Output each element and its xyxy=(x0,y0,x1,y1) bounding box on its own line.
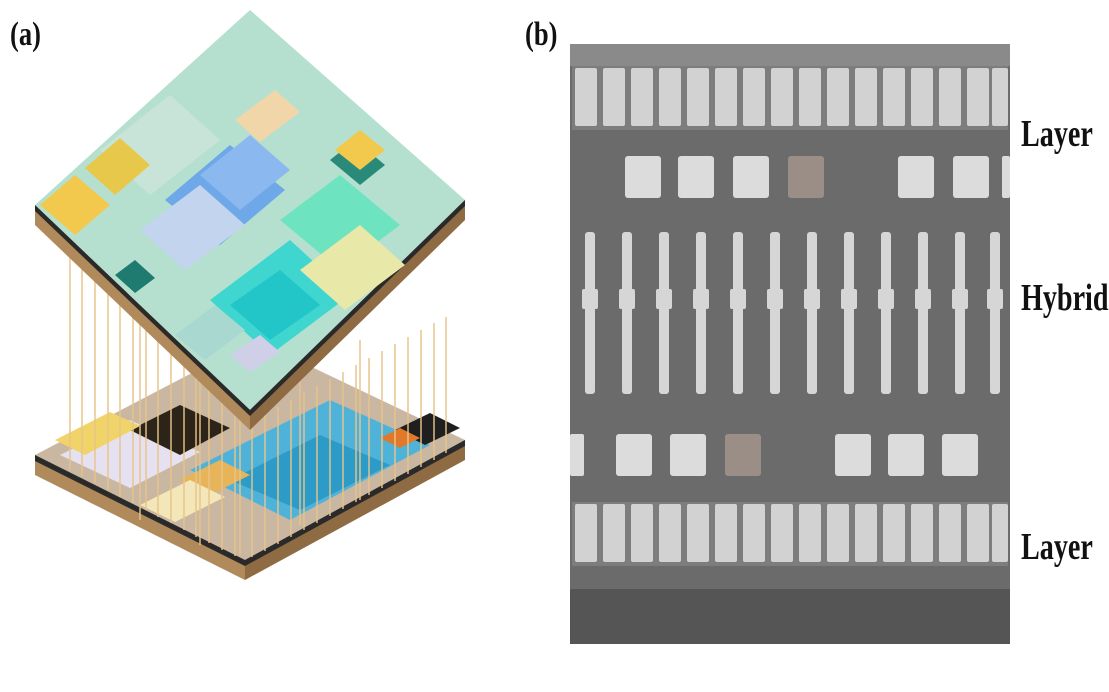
top-pads xyxy=(625,156,1010,198)
bottom-layer-structures xyxy=(572,502,1008,566)
stacked-chip-illustration xyxy=(35,10,465,580)
bottom-die xyxy=(35,340,465,580)
hybrid-bond-micrograph xyxy=(570,44,1010,644)
top-die xyxy=(35,10,465,430)
bottom-pads xyxy=(570,434,978,476)
panel-label-a: (a) xyxy=(10,16,41,53)
label-bottom-layer: Layer xyxy=(1021,526,1093,568)
label-top-layer: Layer xyxy=(1021,113,1093,155)
top-block-yellow xyxy=(40,175,110,235)
panel-label-b: (b) xyxy=(525,16,558,53)
hybrid-bond-pillars xyxy=(582,232,1003,394)
tsv-wires xyxy=(69,235,447,557)
top-layer-structures xyxy=(572,66,1008,130)
label-hybrid: Hybrid xyxy=(1021,277,1109,319)
